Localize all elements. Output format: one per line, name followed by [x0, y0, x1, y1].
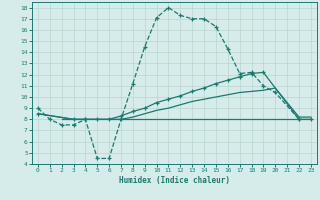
- X-axis label: Humidex (Indice chaleur): Humidex (Indice chaleur): [119, 176, 230, 185]
